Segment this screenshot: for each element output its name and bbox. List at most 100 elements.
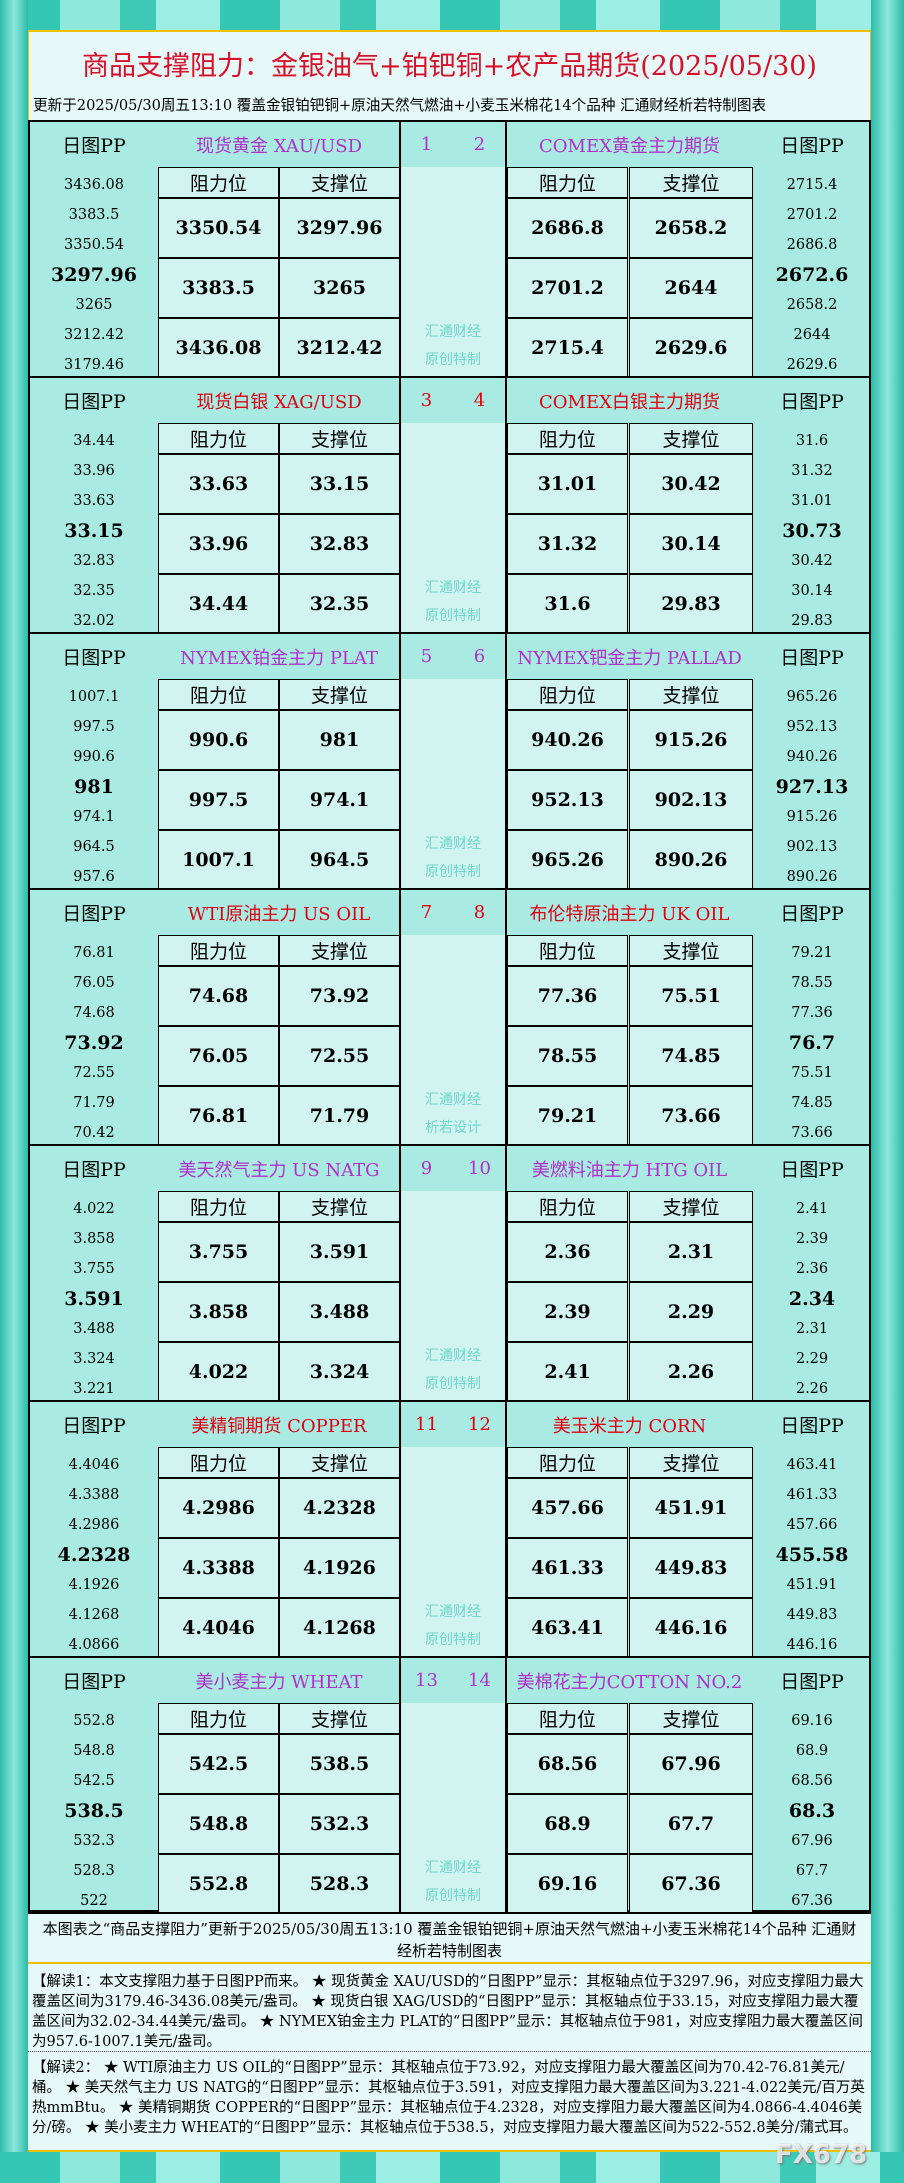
support-value: 449.83 — [629, 1538, 753, 1598]
pp-label: 日图PP — [62, 391, 126, 413]
pp-level-value: 3.755 — [73, 1261, 115, 1277]
pivot-point-value: 68.3 — [788, 1800, 836, 1822]
middle-divider-left — [399, 890, 401, 1146]
watermark-text: 汇通财经 — [425, 1860, 481, 1876]
item-number: 14 — [468, 1670, 491, 1691]
pp-level-value: 33.96 — [73, 463, 115, 479]
commodity-block: 5 6 汇通财经 原创特制 日图PP NYMEX铂金主力 PLAT 1007.1 997.5 9… — [28, 632, 871, 890]
middle-column — [400, 679, 506, 890]
page-title: 商品支撑阻力：金银油气+铂钯铜+农产品期货(2025/05/30) — [82, 51, 817, 82]
pp-level-value: 68.9 — [795, 1743, 829, 1759]
pp-level-value: 3212.42 — [64, 327, 124, 343]
support-header: 支撑位 — [279, 167, 400, 198]
instrument-title: 现货白银 XAG/USD — [196, 391, 362, 413]
resistance-value: 4.022 — [158, 1342, 279, 1402]
pp-level-value: 4.0866 — [68, 1637, 120, 1653]
middle-divider-right — [505, 634, 507, 890]
resistance-value: 69.16 — [507, 1854, 628, 1914]
resistance-value: 31.01 — [507, 454, 628, 514]
support-value: 4.1268 — [279, 1598, 400, 1658]
pp-label: 日图PP — [780, 647, 844, 669]
watermark-text: 原创特制 — [425, 1632, 481, 1648]
support-value: 74.85 — [629, 1026, 753, 1086]
instrument-title: COMEX白银主力期货 — [539, 391, 720, 413]
pp-level-value: 522 — [80, 1893, 108, 1909]
pp-level-value: 32.35 — [73, 583, 115, 599]
pivot-point-value: 33.15 — [64, 520, 124, 542]
watermark-text: 原创特制 — [425, 1888, 481, 1904]
item-number: 4 — [473, 390, 486, 411]
pp-level-value: 3.858 — [73, 1231, 115, 1247]
resistance-header: 阻力位 — [507, 679, 628, 710]
pp-level-value: 76.81 — [73, 945, 115, 961]
pivot-point-value: 538.5 — [64, 1800, 124, 1822]
resistance-header: 阻力位 — [507, 1703, 628, 1734]
watermark-text: 原创特制 — [425, 352, 481, 368]
pp-level-value: 463.41 — [786, 1457, 838, 1473]
watermark-text: 原创特制 — [425, 864, 481, 880]
instrument-title: 美玉米主力 CORN — [552, 1415, 707, 1437]
support-value: 2.29 — [629, 1282, 753, 1342]
pp-level-value: 31.6 — [795, 433, 829, 449]
resistance-header: 阻力位 — [158, 679, 279, 710]
support-value: 4.1926 — [279, 1538, 400, 1598]
pp-level-value: 964.5 — [73, 839, 115, 855]
middle-divider-left — [399, 122, 401, 378]
pivot-point-value: 76.7 — [788, 1032, 836, 1054]
item-number: 12 — [468, 1414, 491, 1435]
pp-level-value: 890.26 — [786, 869, 838, 885]
footer-note: 本图表之“商品支撑阻力”更新于2025/05/30周五13:10 覆盖金银铂钯铜… — [28, 1912, 871, 1964]
pp-level-value: 965.26 — [786, 689, 838, 705]
resistance-value: 542.5 — [158, 1734, 279, 1794]
pp-level-value: 2.36 — [795, 1261, 829, 1277]
support-value: 32.83 — [279, 514, 400, 574]
resistance-header: 阻力位 — [507, 935, 628, 966]
support-value: 33.15 — [279, 454, 400, 514]
support-value: 2629.6 — [629, 318, 753, 378]
resistance-value: 77.36 — [507, 966, 628, 1026]
pp-label: 日图PP — [780, 1415, 844, 1437]
support-value: 67.96 — [629, 1734, 753, 1794]
resistance-value: 463.41 — [507, 1598, 628, 1658]
commodity-block: 11 12 汇通财经 原创特制 日图PP 美精铜期货 COPPER 4.4046 4.3388… — [28, 1400, 871, 1658]
pp-level-value: 940.26 — [786, 749, 838, 765]
item-number: 7 — [420, 902, 433, 923]
middle-divider-right — [505, 378, 507, 634]
pp-level-value: 3.324 — [73, 1351, 115, 1367]
pp-level-value: 4.1268 — [68, 1607, 120, 1623]
resistance-value: 4.4046 — [158, 1598, 279, 1658]
frame-top — [0, 0, 904, 30]
instrument-title: WTI原油主力 US OIL — [187, 903, 371, 925]
instrument-title: 美燃料油主力 HTG OIL — [531, 1159, 728, 1181]
pivot-point-value: 2672.6 — [775, 264, 849, 286]
middle-column — [400, 1703, 506, 1914]
support-value: 67.36 — [629, 1854, 753, 1914]
watermark-text: 汇通财经 — [425, 580, 481, 596]
middle-divider-left — [399, 634, 401, 890]
resistance-value: 31.6 — [507, 574, 628, 634]
pp-label: 日图PP — [62, 135, 126, 157]
pp-level-value: 67.7 — [795, 1863, 829, 1879]
pp-level-value: 461.33 — [786, 1487, 838, 1503]
support-header: 支撑位 — [629, 935, 753, 966]
support-value: 30.14 — [629, 514, 753, 574]
watermark-text: 原创特制 — [425, 608, 481, 624]
resistance-value: 79.21 — [507, 1086, 628, 1146]
title-band: 商品支撑阻力：金银油气+铂钯铜+农产品期货(2025/05/30) 更新于202… — [28, 30, 871, 120]
pp-level-value: 2715.4 — [786, 177, 838, 193]
pp-level-value: 30.14 — [791, 583, 833, 599]
instrument-title: 美棉花主力COTTON NO.2 — [516, 1671, 743, 1693]
support-value: 902.13 — [629, 770, 753, 830]
pp-level-value: 974.1 — [73, 809, 115, 825]
commodity-block: 7 8 汇通财经 析若设计 日图PP WTI原油主力 US OIL 76.81 76.05 74… — [28, 888, 871, 1146]
resistance-value: 2.39 — [507, 1282, 628, 1342]
pivot-point-value: 4.2328 — [57, 1544, 131, 1566]
commodity-block: 9 10 汇通财经 原创特制 日图PP 美天然气主力 US NATG 4.022 3.858 3… — [28, 1144, 871, 1402]
support-value: 964.5 — [279, 830, 400, 890]
pp-level-value: 75.51 — [791, 1065, 833, 1081]
resistance-value: 990.6 — [158, 710, 279, 770]
pp-level-value: 31.32 — [791, 463, 833, 479]
resistance-value: 2715.4 — [507, 318, 628, 378]
pp-level-value: 4.4046 — [68, 1457, 120, 1473]
pp-level-value: 1007.1 — [68, 689, 120, 705]
